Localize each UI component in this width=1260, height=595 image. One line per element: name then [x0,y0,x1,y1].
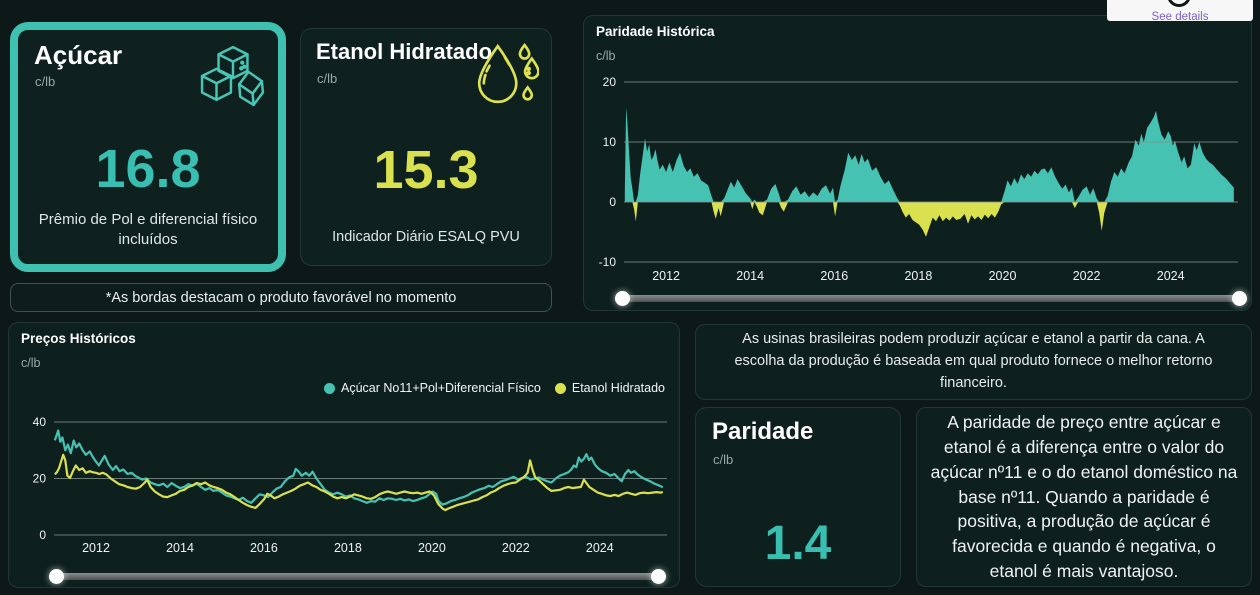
acucar-caption: Prêmio de Pol e diferencial físico inclu… [38,210,258,248]
acucar-unit: c/lb [35,74,56,89]
acucar-title: Açúcar [34,40,123,70]
paridade-range-slider-handle-left[interactable] [615,291,630,306]
border-note-text: *As bordas destacam o produto favorável … [105,289,457,306]
paridade-historica-panel: Paridade Histórica c/lb 20 10 0 -10 2012 2014… [583,15,1252,311]
svg-text:2012: 2012 [82,541,110,555]
svg-text:2022: 2022 [502,541,530,555]
etanol-title: Etanol Hidratado [316,39,493,64]
legend-label-etanol: Etanol Hidratado [571,381,665,395]
paridade-historica-unit: c/lb [596,49,616,63]
paridade-card: Paridade c/lb 1.4 [695,407,901,587]
precos-historicos-chart[interactable]: 40 20 0 2012 2014 2016 2018 2020 2022 2024 [9,323,680,588]
svg-text:-10: -10 [599,255,617,269]
paridade-explanation-box: A paridade de preço entre açúcar e etano… [916,407,1252,587]
paridade-title: Paridade [712,418,814,445]
svg-text:2012: 2012 [652,269,680,283]
water-drops-icon [473,41,540,112]
svg-text:2024: 2024 [1157,269,1185,283]
etanol-series-dot-icon [554,382,566,394]
sugar-cubes-icon [200,42,266,113]
svg-text:2018: 2018 [904,269,932,283]
legend-item-etanol[interactable]: Etanol Hidratado [554,381,665,395]
acucar-series-dot-icon [324,382,335,394]
paridade-range-slider-handle-right[interactable] [1232,291,1247,306]
svg-text:2014: 2014 [736,269,764,283]
paridade-unit: c/lb [713,452,734,467]
acucar-card: Açúcar c/lb 16.8 Prêmio de Pol e diferen… [10,22,286,272]
precos-historicos-unit: c/lb [21,356,41,370]
paridade-explanation-text: A paridade de preço entre açúcar e etano… [930,412,1238,582]
precos-range-slider-handle-left[interactable] [49,569,64,584]
svg-text:2024: 2024 [586,541,614,555]
svg-text:2016: 2016 [250,541,278,555]
see-details-link[interactable]: See details [1151,11,1209,21]
usinas-info-text: As usinas brasileiras podem produzir açú… [734,331,1213,391]
usinas-info-box: As usinas brasileiras podem produzir açú… [695,324,1252,400]
paridade-value: 1.4 [764,517,832,570]
etanol-unit: c/lb [317,71,338,86]
precos-legend: Açúcar No11+Pol+Diferencial Físico Etano… [324,381,665,395]
border-note: *As bordas destacam o produto favorável … [10,283,552,312]
etanol-value: 15.3 [373,140,479,200]
svg-text:2018: 2018 [334,541,362,555]
svg-text:40: 40 [33,415,47,429]
legend-item-acucar[interactable]: Açúcar No11+Pol+Diferencial Físico [324,381,541,395]
see-details-tooltip: See details [1107,0,1253,21]
acucar-value: 16.8 [95,139,201,199]
svg-text:20: 20 [603,75,617,89]
precos-historicos-title: Preços Históricos [21,331,136,346]
paridade-historica-title: Paridade Histórica [596,24,715,39]
svg-text:0: 0 [609,195,616,209]
svg-text:10: 10 [603,135,617,149]
paridade-range-slider-track[interactable] [622,295,1240,302]
etanol-card: Etanol Hidratado c/lb 15.3 Indicador Diá… [300,28,552,266]
paridade-historica-chart[interactable]: 20 10 0 -10 2012 2014 2016 2018 2020 2022 2024 [584,16,1252,311]
precos-historicos-panel: Preços Históricos c/lb Açúcar No11+Pol+D… [8,322,680,588]
svg-text:2022: 2022 [1073,269,1101,283]
etanol-caption: Indicador Diário ESALQ PVU [332,229,520,245]
focus-circle-icon [1167,0,1191,7]
svg-text:0: 0 [39,528,46,542]
svg-text:2016: 2016 [820,269,848,283]
svg-text:20: 20 [33,472,47,486]
svg-text:2020: 2020 [418,541,446,555]
svg-text:2014: 2014 [166,541,194,555]
legend-label-acucar: Açúcar No11+Pol+Diferencial Físico [341,381,541,395]
precos-range-slider-handle-right[interactable] [651,569,666,584]
svg-text:2020: 2020 [989,269,1017,283]
precos-range-slider-track[interactable] [56,573,659,580]
